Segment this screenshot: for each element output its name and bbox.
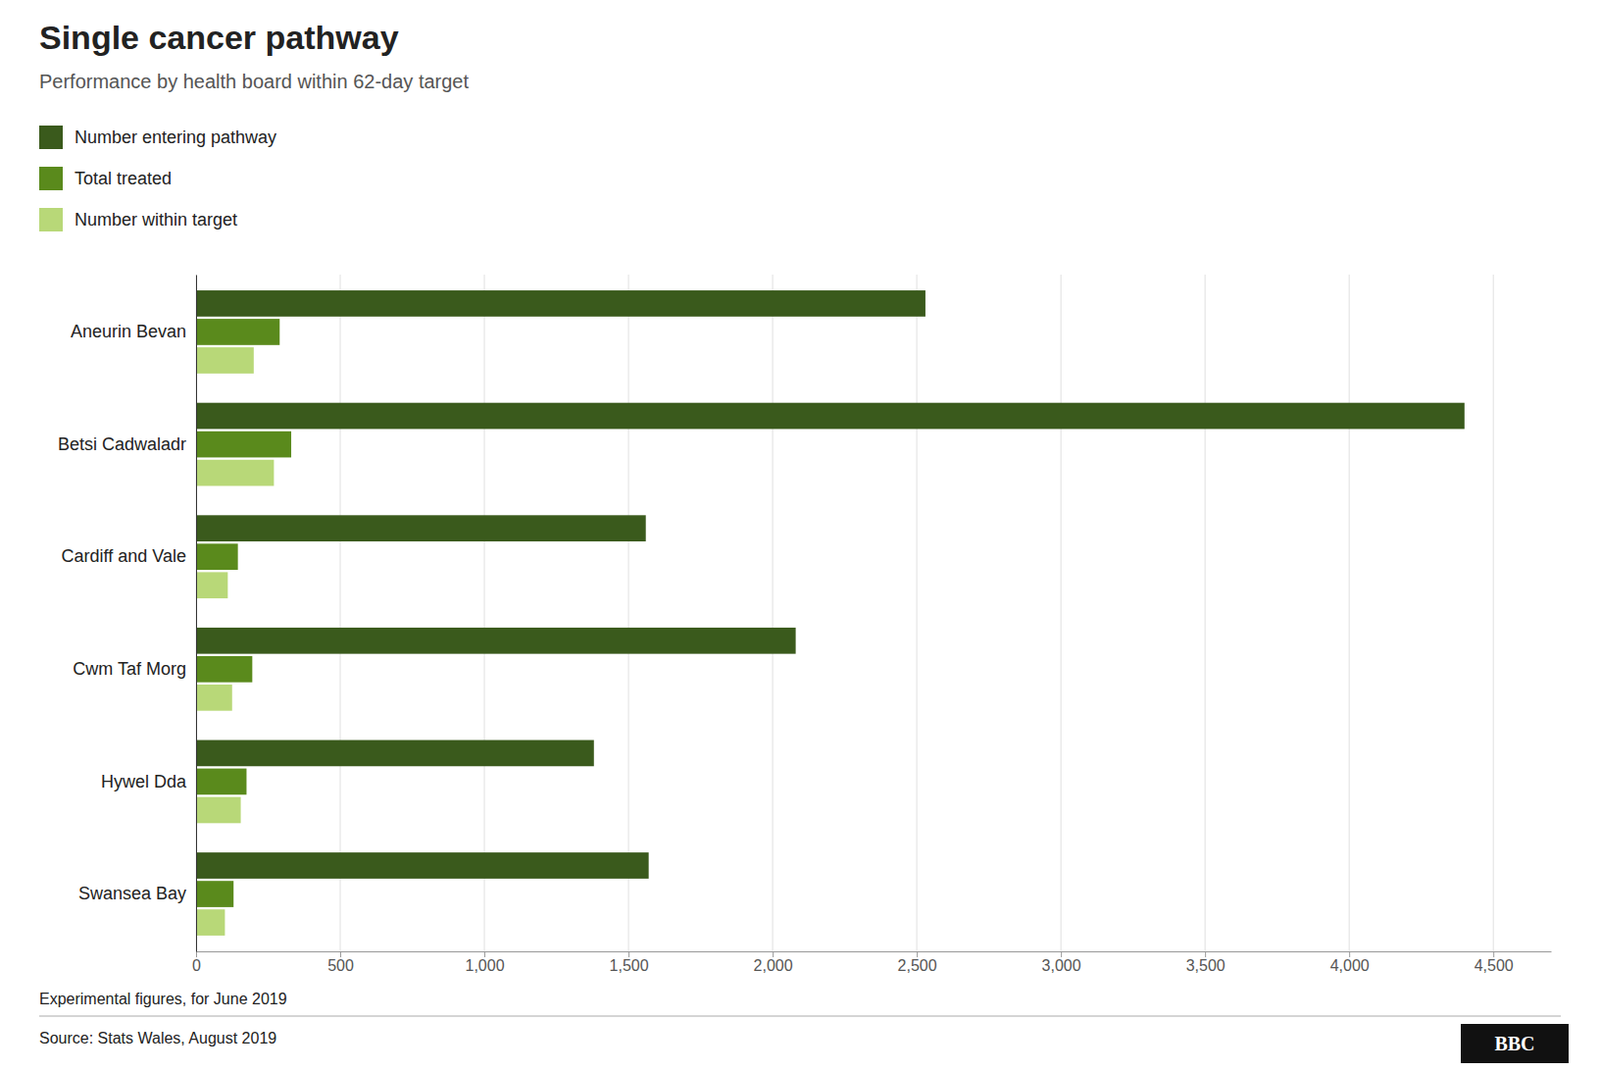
- x-tick-mark: [1060, 950, 1062, 957]
- logo-box: [1460, 1023, 1569, 1063]
- title: Single cancer pathway: [39, 18, 400, 56]
- x-tick-mark: [1204, 950, 1206, 957]
- x-tick-mark: [916, 950, 918, 957]
- bar: [196, 514, 647, 542]
- bar: [196, 571, 228, 599]
- grid-line: [772, 274, 774, 951]
- bar: [196, 402, 1465, 430]
- legend-label: Total treated: [74, 168, 172, 189]
- grid-line: [628, 274, 630, 951]
- x-tick-mark: [1493, 950, 1495, 957]
- source: Source: Stats Wales, August 2019: [39, 1029, 277, 1047]
- grid: [196, 274, 1494, 951]
- x-tick: 1,000: [465, 950, 505, 974]
- legend-swatch: [39, 166, 63, 191]
- bar-series: [196, 347, 274, 936]
- x-tick: 2,500: [898, 950, 938, 974]
- grid-line: [1060, 274, 1062, 951]
- grid-line: [196, 274, 198, 951]
- x-tick-label: 4,000: [1330, 956, 1370, 974]
- x-tick: 4,000: [1330, 950, 1370, 974]
- legend-item: Total treated: [39, 166, 172, 191]
- chart: Single cancer pathway Performance by heal…: [0, 0, 1600, 1071]
- y-tick: Swansea Bay: [78, 883, 187, 903]
- x-tick: 0: [192, 950, 201, 974]
- x-axis: 0 500 1,000 1,500 2,000 2,500 3,000 3,500 4,000 4…: [192, 950, 1551, 974]
- legend-label: Number within target: [74, 209, 238, 230]
- grid-line: [1349, 274, 1350, 951]
- logo-text: BBC: [1494, 1032, 1535, 1054]
- x-tick-mark: [340, 950, 342, 957]
- bar: [196, 851, 650, 879]
- bar: [196, 740, 595, 767]
- bar: [196, 459, 274, 487]
- y-tick-label: Swansea Bay: [78, 883, 187, 903]
- x-tick-label: 2,500: [898, 956, 938, 974]
- x-tick-label: 500: [327, 956, 354, 974]
- y-tick-label: Hywel Dda: [100, 771, 188, 792]
- x-tick: 1,500: [609, 950, 650, 974]
- x-tick-label: 2,000: [753, 956, 794, 974]
- x-tick-mark: [628, 950, 630, 957]
- bar: [196, 797, 242, 824]
- y-tick: Cardiff and Vale: [61, 546, 187, 566]
- plot: 0 500 1,000 1,500 2,000 2,500 3,000 3,500 4,000 4…: [57, 274, 1552, 974]
- y-tick-label: Betsi Cadwaladr: [57, 434, 187, 454]
- x-tick: 3,500: [1186, 950, 1226, 974]
- x-tick-label: 0: [192, 956, 201, 974]
- y-tick: Betsi Cadwaladr: [57, 434, 187, 454]
- bar: [196, 318, 280, 346]
- bar: [196, 290, 926, 317]
- x-tick-label: 3,000: [1042, 956, 1082, 974]
- bar-series: [196, 318, 292, 907]
- y-tick-label: Cwm Taf Morg: [72, 658, 187, 679]
- x-tick: 2,000: [753, 950, 794, 974]
- bar: [196, 768, 247, 796]
- y-tick-label: Aneurin Bevan: [70, 321, 187, 342]
- x-tick: 500: [327, 950, 354, 974]
- y-axis: Aneurin Bevan Betsi Cadwaladr Cardiff and …: [57, 275, 198, 952]
- x-tick-mark: [196, 950, 198, 957]
- legend-item: Number entering pathway: [39, 125, 277, 150]
- grid-line: [1493, 274, 1495, 951]
- legend-swatch: [39, 125, 63, 150]
- bar-series: [196, 290, 1465, 879]
- bar: [196, 347, 254, 374]
- bar: [196, 880, 234, 907]
- x-tick-mark: [1349, 950, 1350, 957]
- y-tick-label: Cardiff and Vale: [61, 546, 187, 566]
- legend: Number entering pathway Total treated Numb…: [39, 125, 277, 232]
- legend-label: Number entering pathway: [74, 127, 277, 148]
- x-tick-label: 4,500: [1474, 956, 1514, 974]
- grid-line: [340, 274, 342, 951]
- bars: [196, 290, 1465, 936]
- grid-line: [484, 274, 486, 951]
- x-tick-label: 1,000: [465, 956, 505, 974]
- rule: [39, 1015, 1561, 1017]
- x-tick-mark: [484, 950, 486, 957]
- y-tick: Hywel Dda: [100, 771, 188, 792]
- logo: BBC: [1460, 1023, 1569, 1063]
- x-tick-label: 3,500: [1186, 956, 1226, 974]
- legend-swatch: [39, 207, 63, 232]
- x-tick-label: 1,500: [609, 956, 650, 974]
- footnote: Experimental figures, for June 2019: [39, 990, 288, 1007]
- y-axis-line: [196, 275, 198, 952]
- bar: [196, 908, 225, 936]
- bar: [196, 655, 252, 683]
- grid-line: [916, 274, 918, 951]
- bar: [196, 627, 797, 654]
- legend-item: Number within target: [39, 207, 238, 232]
- bar: [196, 684, 233, 711]
- x-axis-line: [197, 950, 1552, 952]
- y-tick: Cwm Taf Morg: [72, 658, 187, 679]
- x-tick: 3,000: [1042, 950, 1082, 974]
- x-tick-mark: [772, 950, 774, 957]
- y-tick: Aneurin Bevan: [70, 321, 187, 342]
- grid-line: [1204, 274, 1206, 951]
- bar: [196, 431, 292, 458]
- x-tick: 4,500: [1474, 950, 1514, 974]
- subtitle: Performance by health board within 62-da…: [39, 70, 469, 93]
- bar: [196, 543, 239, 570]
